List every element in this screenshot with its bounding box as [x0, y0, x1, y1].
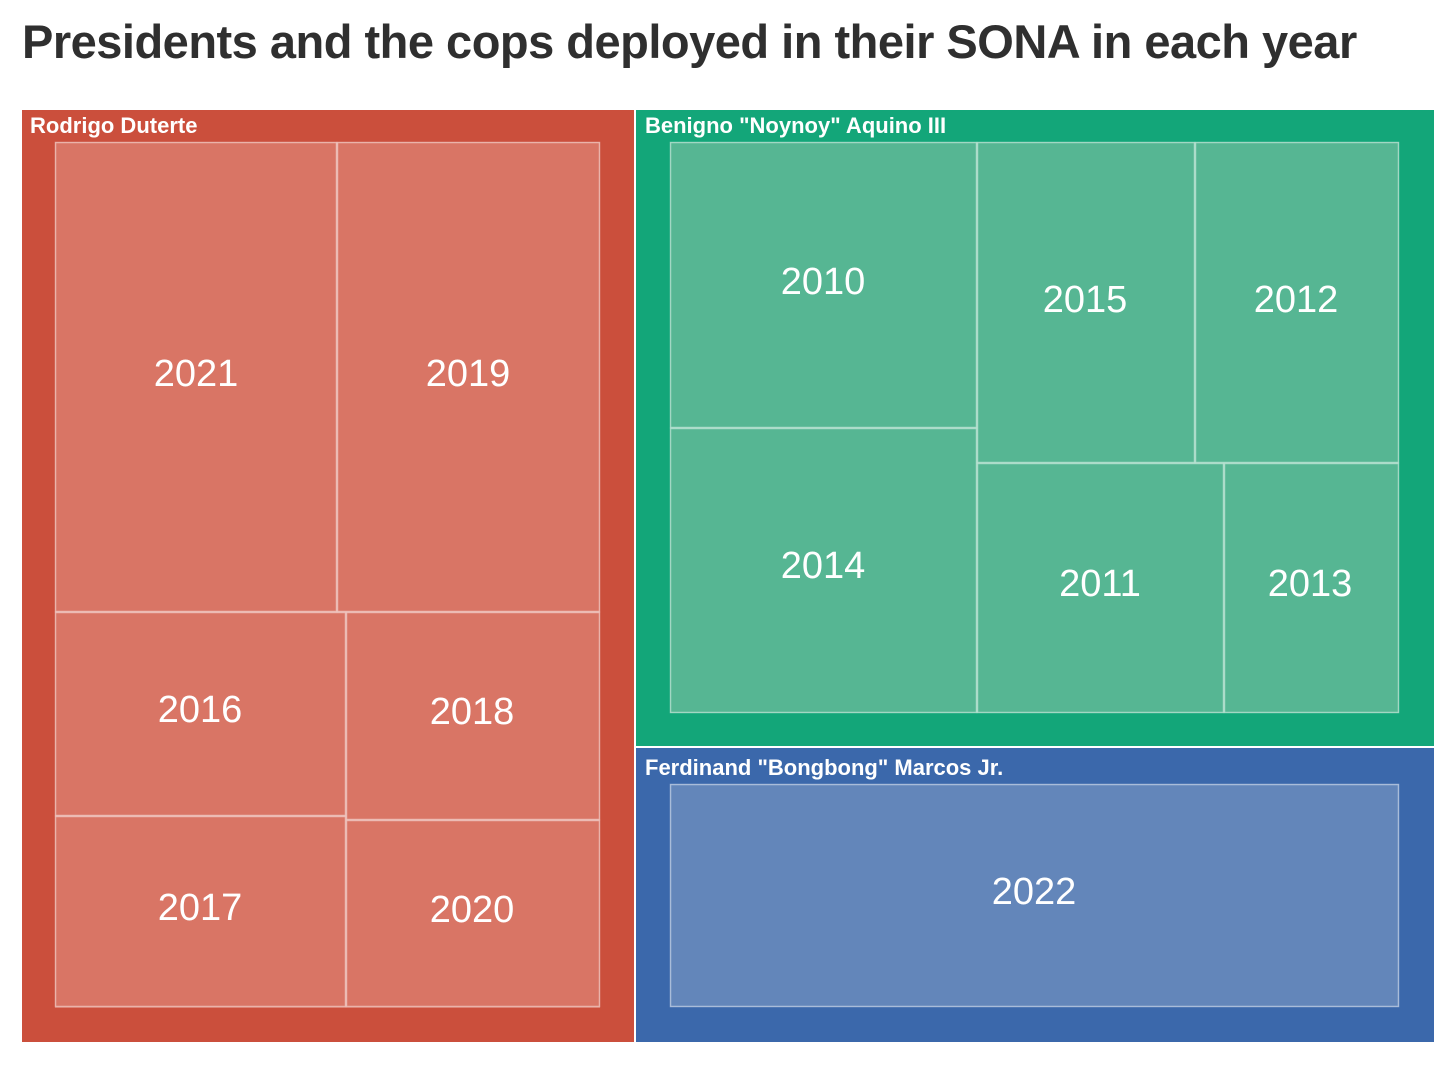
- cell-label: 2016: [158, 689, 243, 731]
- cell-label: 2020: [430, 889, 515, 931]
- group-1: 2010 2015 2012 2014 2011 2013 Benigno "Noynoy"…: [636, 110, 1434, 746]
- treemap-cell: [976, 141, 1196, 464]
- group-label: Rodrigo Duterte: [30, 113, 197, 138]
- treemap-cell: [345, 819, 601, 1008]
- cell-label: 2012: [1254, 279, 1339, 321]
- group-0: 2021 2019 2016 2018 2017 2020 Rodrigo Duterte: [22, 110, 634, 1042]
- group-label: Benigno "Noynoy" Aquino III: [645, 113, 946, 138]
- cell-label: 2014: [781, 545, 866, 587]
- treemap-cell: [669, 141, 978, 429]
- group-label: Ferdinand "Bongbong" Marcos Jr.: [645, 755, 1003, 780]
- treemap-cell: [345, 611, 601, 821]
- cell-label: 2019: [426, 353, 511, 395]
- treemap-cell: [669, 427, 978, 714]
- cell-label: 2010: [781, 261, 866, 303]
- group-2: 2022 Ferdinand "Bongbong" Marcos Jr.: [636, 748, 1434, 1042]
- treemap-cell: [54, 815, 347, 1008]
- cell-label: 2022: [992, 871, 1077, 913]
- chart-title: Presidents and the cops deployed in thei…: [22, 15, 1357, 68]
- cell-label: 2017: [158, 887, 243, 929]
- treemap-cell: [54, 611, 347, 817]
- cell-label: 2011: [1059, 563, 1141, 605]
- cell-label: 2021: [154, 353, 239, 395]
- treemap-cell: [669, 783, 1400, 1008]
- treemap-cell: [336, 141, 601, 613]
- cell-label: 2015: [1043, 279, 1128, 321]
- cell-label: 2018: [430, 691, 515, 733]
- cell-label: 2013: [1268, 563, 1353, 605]
- treemap-cell: [1223, 462, 1400, 714]
- treemap-cell: [54, 141, 338, 613]
- treemap-cell: [976, 462, 1225, 714]
- treemap-cell: [1194, 141, 1400, 464]
